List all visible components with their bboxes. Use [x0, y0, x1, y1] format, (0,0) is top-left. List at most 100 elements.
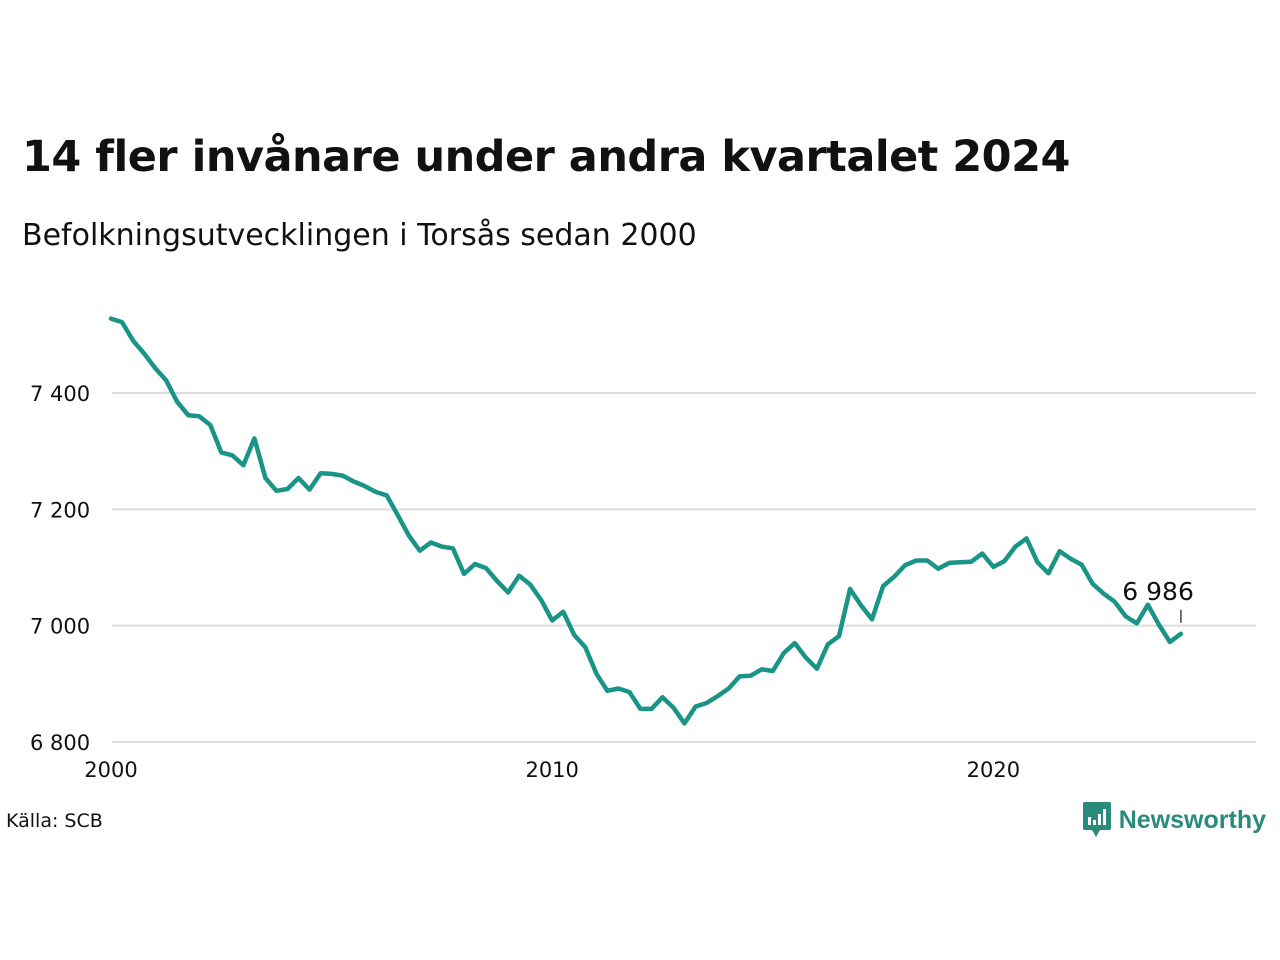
data-point [672, 706, 675, 709]
data-point [451, 547, 454, 550]
data-point [529, 583, 532, 586]
data-point [143, 352, 146, 355]
x-tick-label: 2000 [84, 758, 137, 782]
data-point [1179, 632, 1182, 635]
chart-title: 14 fler invånare under andra kvartalet 2… [22, 132, 1070, 182]
data-point [937, 567, 940, 570]
y-axis-ticks: 6 800 7 000 7 200 7 400 [30, 382, 90, 755]
data-point [1157, 623, 1160, 626]
data-point [275, 489, 278, 492]
data-point [959, 561, 962, 564]
x-axis-ticks: 2000 2010 2020 [84, 758, 1020, 782]
data-point [1036, 561, 1039, 564]
y-tick-label: 7 000 [30, 615, 90, 639]
data-point [970, 560, 973, 563]
data-point [849, 588, 852, 591]
data-point [132, 339, 135, 342]
data-point [882, 585, 885, 588]
data-point [573, 634, 576, 637]
data-point [782, 652, 785, 655]
data-point [694, 705, 697, 708]
data-point [617, 687, 620, 690]
data-point [595, 672, 598, 675]
data-point [639, 707, 642, 710]
data-point [1025, 537, 1028, 540]
data-point [1058, 550, 1061, 553]
data-point [374, 490, 377, 493]
data-point [1124, 615, 1127, 618]
data-point [915, 559, 918, 562]
data-point [1091, 582, 1094, 585]
data-point [253, 437, 256, 440]
data-point [1014, 545, 1017, 548]
data-point [341, 474, 344, 477]
data-point [893, 575, 896, 578]
brand-name: Newsworthy [1118, 805, 1266, 834]
data-point [1003, 560, 1006, 563]
data-point [507, 591, 510, 594]
data-point [121, 321, 124, 324]
x-tick-label: 2010 [525, 758, 578, 782]
data-point [319, 472, 322, 475]
data-point [804, 656, 807, 659]
brand-logo: Newsworthy [1082, 802, 1266, 838]
data-point [485, 567, 488, 570]
data-point [198, 415, 201, 418]
newsworthy-logo-icon [1082, 802, 1111, 837]
data-point [352, 480, 355, 483]
data-point [826, 643, 829, 646]
data-point [1102, 592, 1105, 595]
data-point [1168, 641, 1171, 644]
data-point [242, 464, 245, 467]
data-point [749, 674, 752, 677]
data-point [396, 514, 399, 517]
data-point [628, 691, 631, 694]
data-point [992, 565, 995, 568]
data-point [429, 541, 432, 544]
data-point [815, 667, 818, 670]
data-point [738, 675, 741, 678]
data-point [683, 722, 686, 725]
chart-subtitle: Befolkningsutvecklingen i Torsås sedan 2… [22, 218, 697, 253]
data-point [1047, 572, 1050, 575]
data-point [176, 400, 179, 403]
x-tick-label: 2020 [967, 758, 1020, 782]
data-point [308, 488, 311, 491]
data-point [793, 642, 796, 645]
data-point [385, 494, 388, 497]
data-point [926, 559, 929, 562]
data-point [860, 604, 863, 607]
data-point [727, 687, 730, 690]
data-point [154, 367, 157, 370]
data-point [330, 472, 333, 475]
data-point [1135, 622, 1138, 625]
annotation-layer: 6 986 [1122, 577, 1194, 623]
data-point [1113, 600, 1116, 603]
series-line [108, 316, 1184, 726]
data-point [584, 646, 587, 649]
data-point [496, 579, 499, 582]
data-point [440, 545, 443, 548]
data-point [871, 618, 874, 621]
data-point [981, 552, 984, 555]
last-value-label: 6 986 [1122, 577, 1194, 606]
data-point [661, 696, 664, 699]
data-point [518, 574, 521, 577]
data-point [187, 414, 190, 417]
data-point [463, 572, 466, 575]
data-point [474, 563, 477, 566]
data-point [551, 619, 554, 622]
data-point [110, 317, 113, 320]
data-point [264, 477, 267, 480]
data-point [407, 534, 410, 537]
data-point [650, 707, 653, 710]
source-note: Källa: SCB [6, 810, 103, 832]
data-point [838, 635, 841, 638]
data-point [705, 702, 708, 705]
y-tick-label: 6 800 [30, 731, 90, 755]
data-point [418, 549, 421, 552]
data-point [904, 564, 907, 567]
data-point [948, 561, 951, 564]
data-point [220, 451, 223, 454]
